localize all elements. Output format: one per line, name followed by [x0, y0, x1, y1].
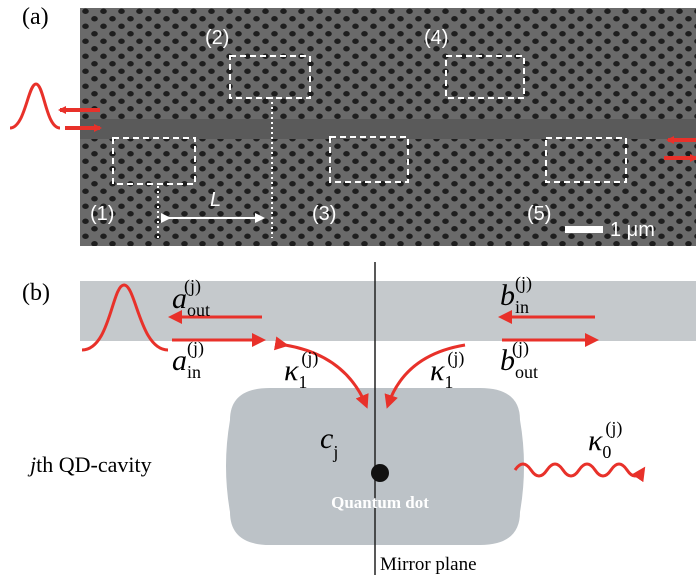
length-label: L — [210, 189, 221, 211]
cavity-boxes — [112, 55, 627, 185]
waveguide — [80, 281, 696, 341]
kappa1-label: κ1(j) — [284, 348, 318, 392]
region-label: (1) — [90, 203, 114, 225]
io-arrows — [58, 106, 696, 162]
panel-label: (a) — [22, 4, 49, 30]
scale-label: 1 μm — [610, 219, 655, 241]
b-in-label: bin(j) — [500, 273, 532, 317]
region-label: (5) — [527, 203, 551, 225]
mode-arrows — [168, 310, 646, 483]
dot-label: Quantum dot — [331, 493, 429, 512]
region-label: (4) — [424, 27, 448, 49]
a-in-label: ain(j) — [172, 338, 204, 382]
scale-bar — [565, 226, 603, 233]
quantum-dot — [371, 464, 389, 482]
pulse — [81, 283, 169, 352]
kappa0-label: κ0(j) — [588, 418, 622, 462]
b-out-label: bout(j) — [500, 338, 538, 382]
region-label: (2) — [205, 27, 229, 49]
kappa1-label: κ1(j) — [430, 348, 464, 392]
region-label: (3) — [312, 203, 336, 225]
panel-label: (b) — [22, 280, 50, 306]
pulse — [9, 82, 61, 130]
waveguide — [80, 119, 696, 139]
cavity-name: jth QD-cavity — [27, 452, 152, 477]
cavity-mode-label: cj — [320, 422, 338, 462]
mirror-label: Mirror plane — [380, 554, 477, 575]
dotted-lines — [157, 97, 273, 240]
a-out-label: aout(j) — [172, 276, 210, 320]
